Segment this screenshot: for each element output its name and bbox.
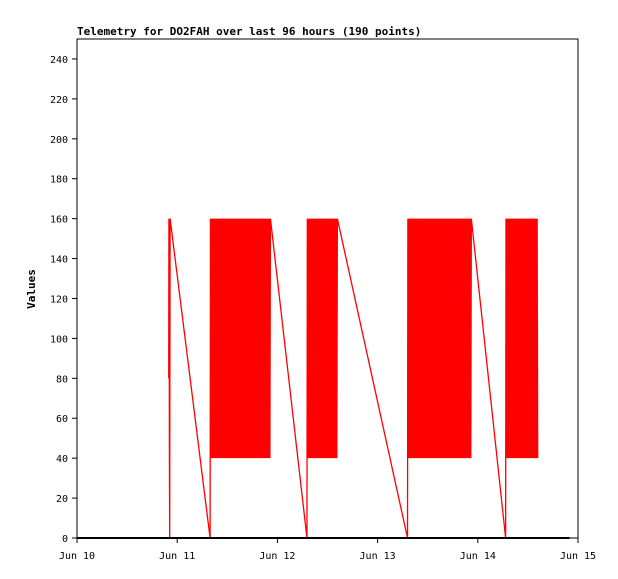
y-tick-label: 220	[50, 95, 68, 106]
x-tick-label: Jun 14	[460, 551, 496, 562]
y-tick-label: 40	[56, 454, 68, 465]
series-line-1	[168, 218, 539, 539]
series-layer	[77, 218, 570, 539]
y-tick-label: 160	[50, 215, 68, 226]
y-tick-label: 60	[56, 414, 68, 425]
plot-frame	[76, 38, 579, 539]
y-tick-label: 100	[50, 334, 68, 345]
y-tick-label: 180	[50, 175, 68, 186]
y-tick-label: 140	[50, 255, 68, 266]
y-tick-label: 240	[50, 55, 68, 66]
y-axis-label: Values	[25, 269, 38, 309]
y-tick-label: 80	[56, 374, 68, 385]
x-tick-label: Jun 15	[560, 551, 596, 562]
x-tick-label: Jun 11	[159, 551, 195, 562]
y-tick-label: 0	[62, 534, 68, 545]
chart-title: Telemetry for DO2FAH over last 96 hours …	[77, 25, 421, 38]
y-tick-label: 20	[56, 494, 68, 505]
x-tick-label: Jun 13	[360, 551, 396, 562]
x-tick-label: Jun 10	[59, 551, 95, 562]
y-tick-label: 200	[50, 135, 68, 146]
axis-layer: 0 20 40 60 80 100 120 140 160 180 200 220 240 Jun 10 J…	[50, 38, 596, 562]
y-tick-label: 120	[50, 294, 68, 305]
x-tick-label: Jun 12	[259, 551, 295, 562]
